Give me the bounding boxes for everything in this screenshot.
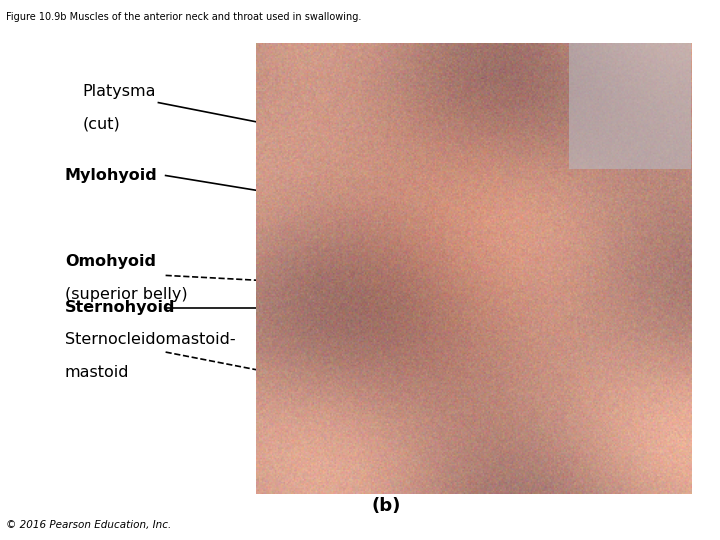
Text: (b): (b) <box>372 497 401 515</box>
Text: Sternocleidomastoid-: Sternocleidomastoid- <box>65 333 235 348</box>
Text: Sternohyoid: Sternohyoid <box>65 300 175 315</box>
Text: Platysma: Platysma <box>83 84 156 99</box>
Text: Mylohyoid: Mylohyoid <box>65 168 158 183</box>
Text: (cut): (cut) <box>83 117 120 132</box>
Text: Figure 10.9b Muscles of the anterior neck and throat used in swallowing.: Figure 10.9b Muscles of the anterior nec… <box>6 12 361 22</box>
Text: © 2016 Pearson Education, Inc.: © 2016 Pearson Education, Inc. <box>6 520 171 530</box>
Bar <box>570 43 691 170</box>
Text: Omohyoid: Omohyoid <box>65 254 156 269</box>
Text: mastoid: mastoid <box>65 365 130 380</box>
Text: (superior belly): (superior belly) <box>65 287 187 302</box>
